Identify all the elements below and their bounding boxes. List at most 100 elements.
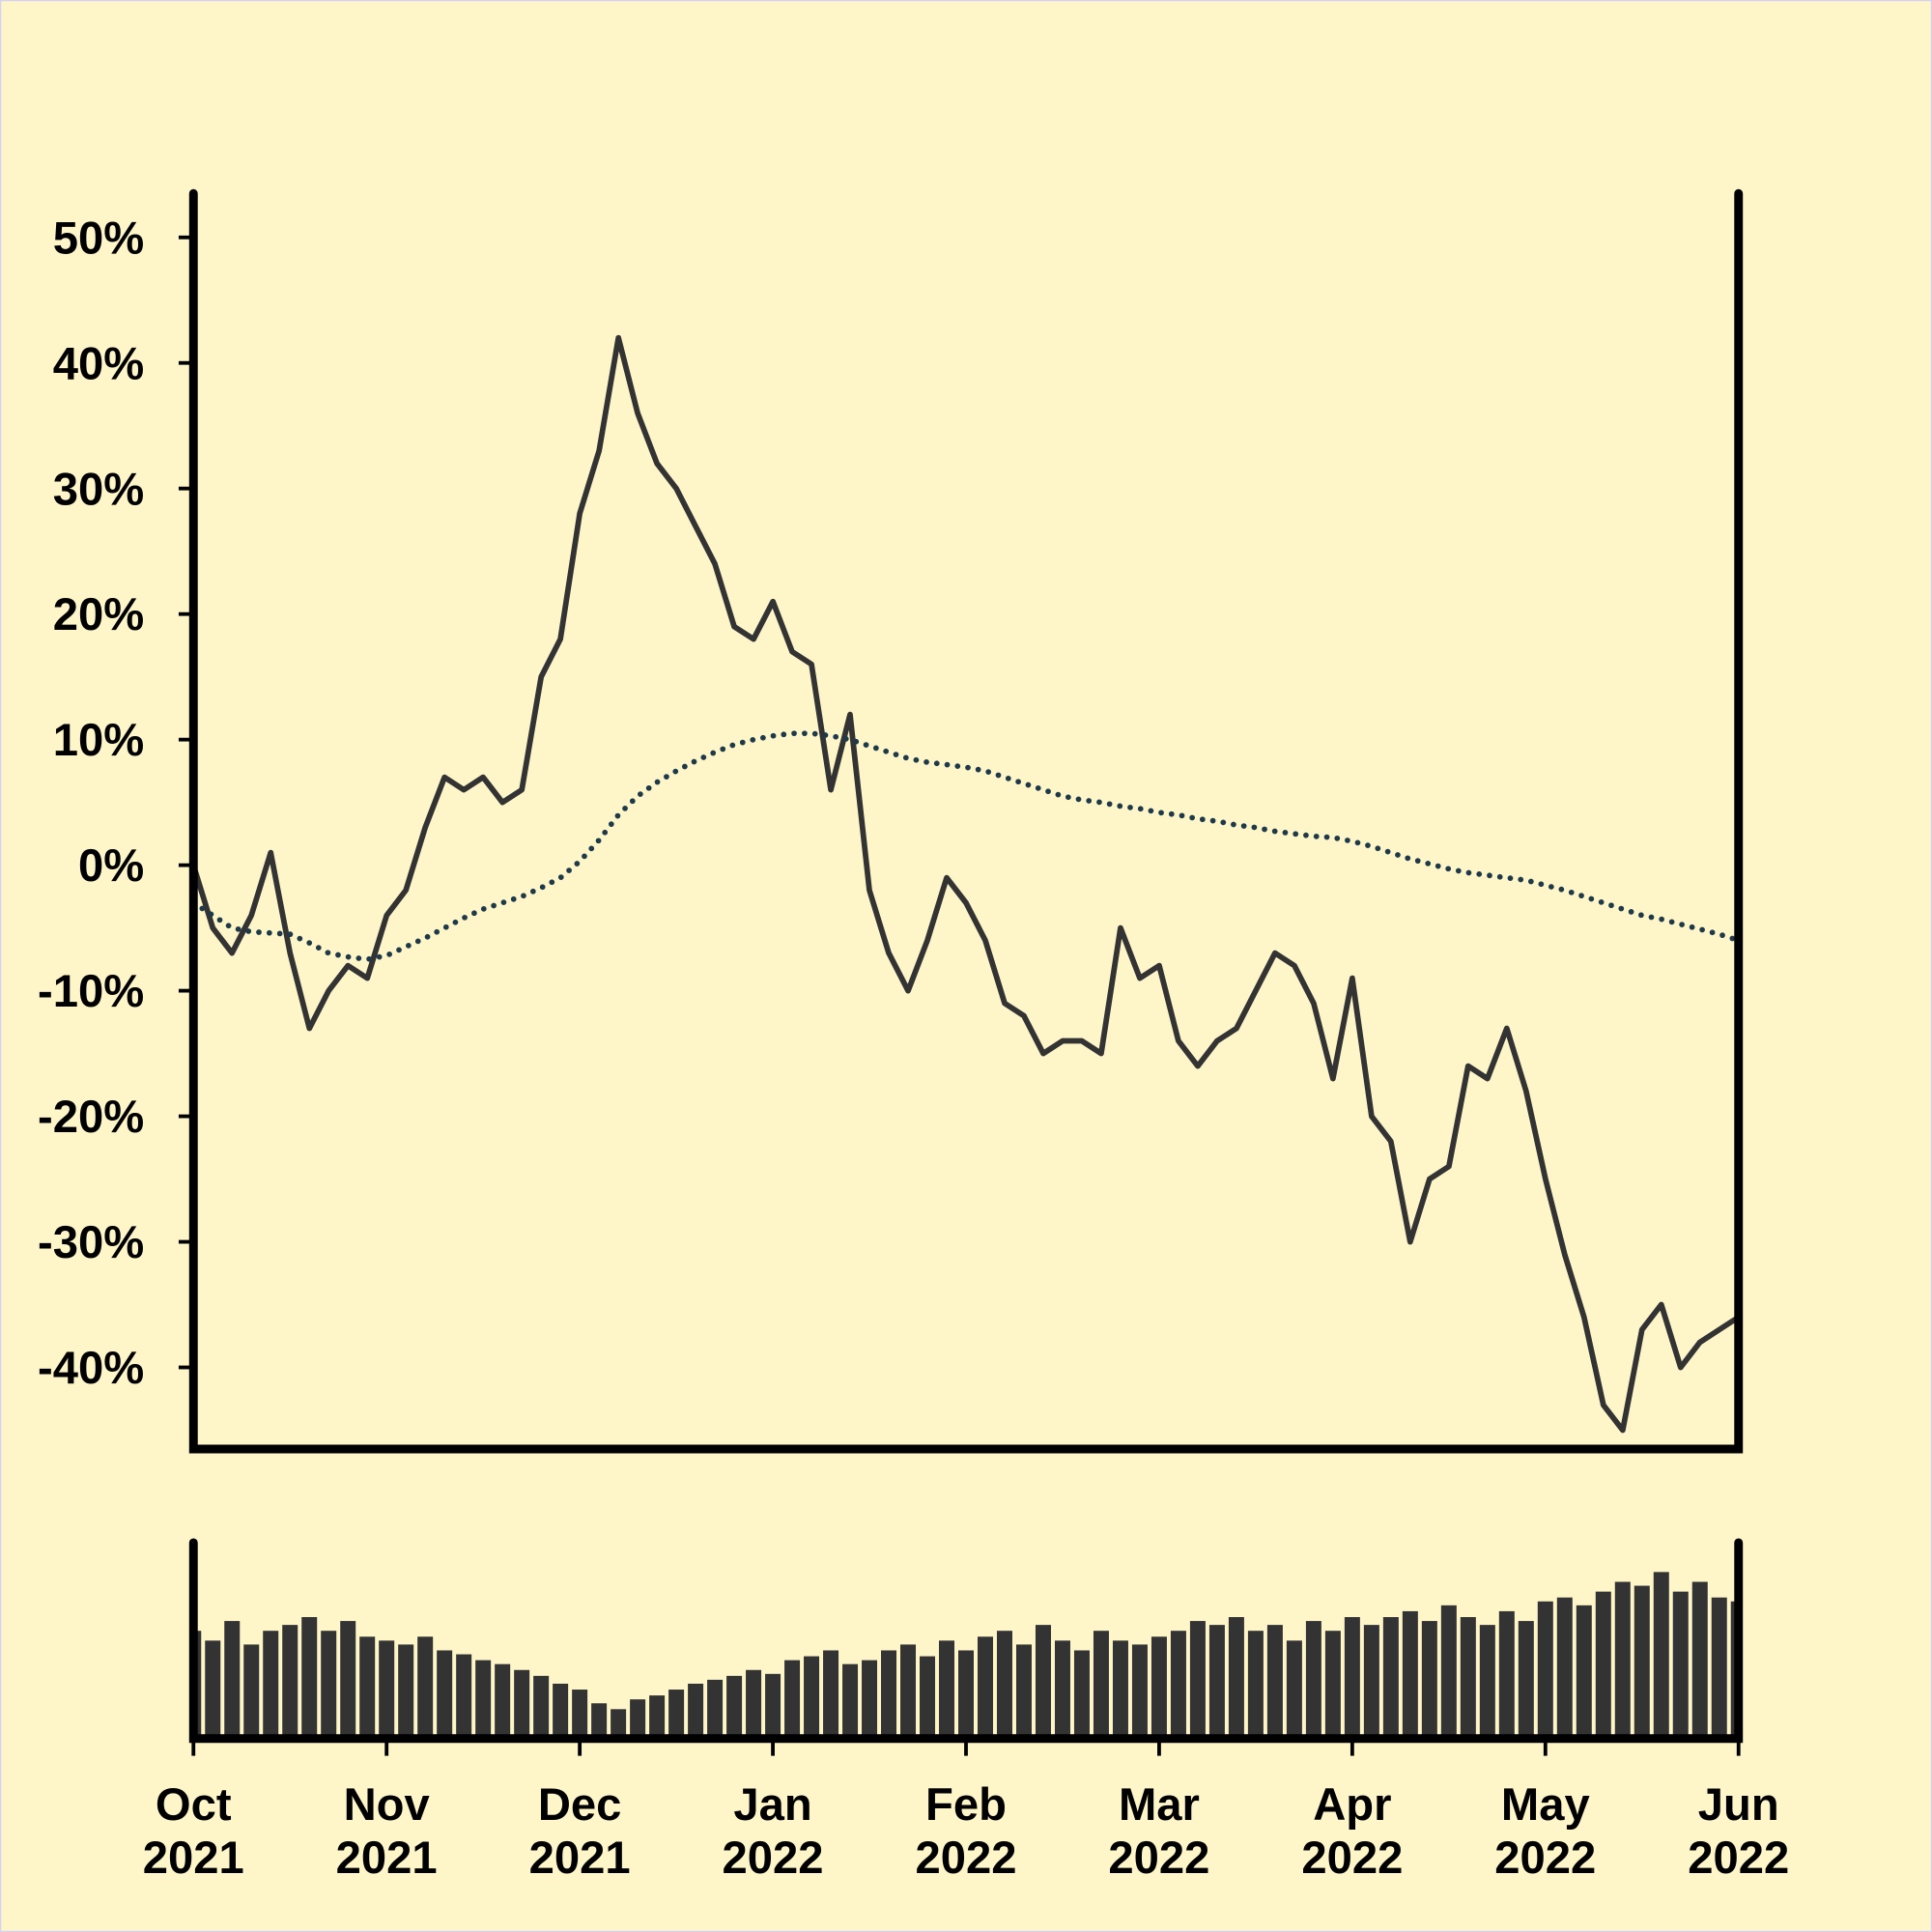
- volume-bar: [263, 1631, 279, 1739]
- volume-bar: [1518, 1621, 1534, 1739]
- volume-bar: [1112, 1640, 1128, 1739]
- y-tick-label: 20%: [53, 589, 144, 640]
- volume-bar: [746, 1669, 762, 1739]
- volume-bar: [862, 1660, 878, 1739]
- volume-bar: [379, 1640, 395, 1739]
- volume-bar: [1556, 1597, 1573, 1739]
- volume-bar: [533, 1675, 550, 1739]
- volume-bar: [900, 1644, 917, 1739]
- y-tick-label: -30%: [38, 1217, 144, 1268]
- volume-bar: [1344, 1617, 1360, 1739]
- x-tick-label: Apr 2022: [1301, 1779, 1403, 1884]
- moving-average-line: [190, 730, 1742, 962]
- volume-bar: [1131, 1644, 1148, 1739]
- volume-bar: [1324, 1631, 1341, 1739]
- volume-bar: [340, 1621, 356, 1739]
- volume-bar: [437, 1650, 453, 1739]
- volume-frame: [188, 1538, 1744, 1744]
- x-tick-label-line: 2022: [1688, 1833, 1789, 1884]
- volume-bar: [224, 1621, 241, 1739]
- volume-bar: [977, 1636, 993, 1739]
- x-tick-label: Feb 2022: [916, 1779, 1017, 1884]
- volume-bar: [1460, 1617, 1476, 1739]
- volume-bar: [514, 1669, 530, 1739]
- volume-bar: [1711, 1597, 1727, 1739]
- y-tick-label: 40%: [53, 338, 144, 389]
- volume-bar: [1286, 1640, 1302, 1739]
- volume-bar: [1537, 1601, 1553, 1739]
- volume-bar: [359, 1636, 376, 1739]
- y-tick-label: 0%: [78, 840, 144, 892]
- volume-bar: [958, 1650, 974, 1739]
- volume-bar: [495, 1663, 511, 1739]
- volume-bar: [1093, 1631, 1109, 1739]
- volume-bar: [591, 1703, 608, 1739]
- volume-bar: [1035, 1625, 1051, 1739]
- x-tick-label-line: Nov: [344, 1779, 431, 1831]
- volume-bar: [1440, 1605, 1457, 1739]
- volume-bar: [1151, 1636, 1167, 1739]
- y-tick-label: -40%: [38, 1343, 144, 1394]
- volume-bar: [1498, 1610, 1515, 1739]
- x-tick-label: Jan 2022: [723, 1779, 824, 1884]
- volume-bar: [668, 1690, 685, 1739]
- volume-bar: [765, 1673, 781, 1739]
- volume-bar: [1479, 1625, 1495, 1739]
- volume-bar: [1228, 1617, 1244, 1739]
- x-tick-label-line: 2022: [1494, 1833, 1596, 1884]
- volume-bar: [1363, 1625, 1379, 1739]
- volume-bar: [1672, 1591, 1689, 1739]
- volume-bar: [417, 1636, 434, 1739]
- volume-bar: [823, 1650, 839, 1739]
- x-tick-label-line: 2022: [723, 1833, 824, 1884]
- price-frame: [188, 188, 1744, 1454]
- volume-bar: [1073, 1650, 1090, 1739]
- y-tick-label: 30%: [53, 464, 144, 515]
- y-tick-label: 50%: [53, 213, 144, 264]
- volume-bar: [282, 1625, 298, 1739]
- volume-bar: [1614, 1581, 1631, 1739]
- volume-bar: [707, 1679, 724, 1739]
- x-tick-label-line: 2021: [143, 1833, 244, 1884]
- x-tick-label-line: Feb: [925, 1779, 1007, 1831]
- x-tick-label-line: 2022: [916, 1833, 1017, 1884]
- x-tick-label: Mar 2022: [1108, 1779, 1209, 1884]
- volume-bar: [881, 1650, 897, 1739]
- volume-bar: [1421, 1621, 1437, 1739]
- y-tick-label: -10%: [38, 966, 144, 1017]
- x-tick-label: Jun 2022: [1688, 1779, 1789, 1884]
- volume-bar: [630, 1699, 646, 1739]
- x-tick-label: May 2022: [1494, 1779, 1596, 1884]
- volume-bar: [939, 1640, 955, 1739]
- volume-bar: [1247, 1631, 1264, 1739]
- volume-bar: [1402, 1610, 1418, 1739]
- volume-bar: [1208, 1625, 1225, 1739]
- volume-bar: [1054, 1640, 1070, 1739]
- volume-bar: [611, 1709, 627, 1739]
- volume-bar: [842, 1663, 859, 1739]
- volume-bar: [1634, 1585, 1650, 1739]
- x-tick-label-line: 2021: [336, 1833, 438, 1884]
- volume-bar: [1266, 1625, 1283, 1739]
- volume-bar: [301, 1617, 318, 1739]
- x-tick-label-line: Apr: [1313, 1779, 1391, 1831]
- volume-bar: [553, 1683, 569, 1739]
- volume-bar: [1653, 1572, 1669, 1739]
- volume-bar: [1305, 1621, 1321, 1739]
- volume-bar: [243, 1644, 260, 1739]
- volume-bar: [920, 1656, 936, 1739]
- x-tick-label-line: Jun: [1698, 1779, 1779, 1831]
- volume-bar: [475, 1660, 492, 1739]
- x-tick-label-line: 2022: [1301, 1833, 1403, 1884]
- volume-bar: [1382, 1617, 1399, 1739]
- x-tick-label-line: 2022: [1108, 1833, 1209, 1884]
- volume-bar: [996, 1631, 1012, 1739]
- x-tick-label-line: Oct: [156, 1779, 232, 1831]
- volume-bar: [1170, 1631, 1186, 1739]
- volume-bar: [1189, 1621, 1206, 1739]
- volume-bar: [398, 1644, 414, 1739]
- x-tick-label-line: Jan: [733, 1779, 811, 1831]
